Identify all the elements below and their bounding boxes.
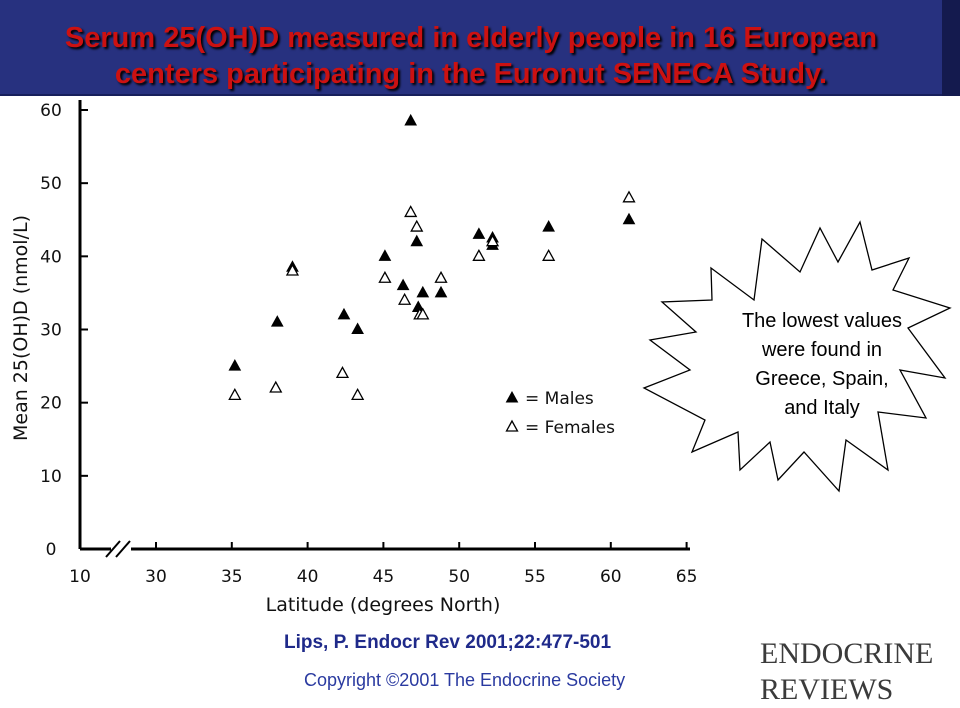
female-point (622, 190, 636, 203)
y-tick-label: 50 (40, 174, 62, 194)
male-point (416, 285, 430, 298)
male-point (378, 249, 392, 261)
male-point (351, 322, 364, 334)
copyright-notice: Copyright ©2001 The Endocrine Society (304, 670, 626, 690)
male-point (542, 220, 555, 232)
y-axis-label: Mean 25(OH)D (nmol/L) (10, 215, 32, 441)
male-point (472, 227, 486, 239)
female-point (434, 270, 448, 283)
journal-logo-line-2: REVIEWS (760, 673, 894, 706)
male-point (410, 234, 424, 247)
y-tick-label: 20 (40, 394, 62, 414)
title-banner-edge (942, 0, 960, 96)
axis-break-mark (105, 540, 121, 558)
female-point (378, 270, 392, 283)
journal-logo-line-1: ENDOCRINE (760, 637, 934, 670)
x-tick-label: 35 (221, 567, 243, 587)
female-point (228, 388, 242, 401)
starburst-shape (642, 220, 952, 493)
axis-break-mark (115, 540, 131, 558)
male-point (270, 315, 284, 327)
slide-title: Serum 25(OH)D measured in elderly people… (0, 20, 942, 92)
chart-legend: = Males = Females (505, 389, 615, 438)
female-point (404, 205, 418, 218)
male-point (228, 359, 242, 371)
male-point (404, 113, 418, 126)
female-point (472, 248, 486, 261)
x-tick-label: 50 (448, 567, 470, 587)
x-tick-label: 45 (373, 567, 395, 587)
chart-axes: 0 10 20 30 40 50 60 10 30 35 40 45 50 55 60 65 Latitude … (10, 100, 697, 616)
citation: Lips, P. Endocr Rev 2001;22:477-501 (284, 632, 612, 653)
female-point (285, 263, 300, 276)
x-tick-label: 10 (69, 567, 91, 587)
y-tick-label: 30 (40, 321, 62, 341)
x-tick-label: 30 (145, 567, 167, 587)
legend-female-label: = Females (525, 418, 615, 438)
female-point (351, 388, 365, 401)
x-tick-label: 65 (676, 567, 698, 587)
slide-title-line-2: centers participating in the Euronut SEN… (114, 58, 828, 90)
male-point (434, 285, 448, 298)
legend-male-label: = Males (525, 389, 594, 409)
journal-logo: ENDOCRINE REVIEWS (760, 636, 933, 708)
callout-text-line: were found in (761, 339, 882, 361)
legend-female-marker (505, 419, 519, 432)
y-tick-label: 10 (40, 467, 62, 487)
male-point (396, 278, 410, 291)
scatter-chart: 0 10 20 30 40 50 60 10 30 35 40 45 50 55 60 65 Latitude … (10, 100, 952, 616)
male-point (622, 212, 636, 225)
female-point (485, 234, 500, 247)
callout-starburst: The lowest values were found in Greece, Sp… (642, 220, 952, 493)
title-banner (0, 0, 942, 96)
x-tick-label: 40 (297, 567, 319, 587)
y-tick-label: 40 (40, 247, 62, 267)
male-point (337, 307, 351, 320)
callout-text-line: and Italy (784, 397, 860, 419)
y-tick-label: 60 (40, 101, 62, 121)
female-point (542, 248, 556, 261)
x-tick-label: 55 (524, 567, 546, 587)
y-tick-label: 0 (46, 540, 57, 560)
female-point (416, 307, 430, 320)
chart-marks (228, 113, 636, 401)
legend-male-marker (505, 390, 519, 403)
x-axis-label: Latitude (degrees North) (266, 594, 501, 616)
x-tick-label: 60 (600, 567, 622, 587)
slide-title-line-1: Serum 25(OH)D measured in elderly people… (64, 22, 878, 54)
callout-text-line: The lowest values (742, 310, 902, 332)
female-point (335, 366, 350, 379)
female-point (410, 219, 424, 232)
female-point (269, 380, 283, 393)
female-point (398, 292, 412, 305)
callout-text-line: Greece, Spain, (755, 368, 888, 390)
